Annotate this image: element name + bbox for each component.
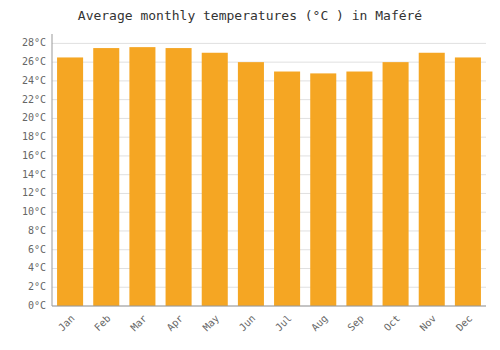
- x-tick-label: Mar: [128, 313, 149, 334]
- x-tick-label: Apr: [165, 313, 186, 334]
- y-tick-label: 26°C: [22, 56, 46, 67]
- y-tick-label: 12°C: [22, 187, 46, 198]
- bar: [57, 57, 83, 306]
- x-tick-label: Oct: [382, 313, 403, 334]
- chart: 0°C 2°C 4°C 6°C 8°C 10°C 12°C 14°C 16°C 18°C 20°C 2…: [0, 0, 500, 350]
- y-tick-label: 0°C: [28, 300, 46, 311]
- x-axis: Jan Feb Mar Apr May Jun Jul Aug Sep Oct Nov Dec: [52, 306, 486, 333]
- bars: [57, 47, 481, 306]
- y-axis: 0°C 2°C 4°C 6°C 8°C 10°C 12°C 14°C 16°C 18°C 20°C 2…: [22, 34, 52, 311]
- x-tick-label: Feb: [92, 313, 113, 334]
- y-tick-label: 6°C: [28, 244, 46, 255]
- title: Average monthly temperatures (°C ) in Ma…: [78, 8, 423, 23]
- x-tick-label: May: [201, 313, 222, 334]
- x-tick-label: Jan: [56, 313, 77, 334]
- y-tick-label: 20°C: [22, 112, 46, 123]
- bar: [310, 73, 336, 306]
- y-tick-label: 4°C: [28, 262, 46, 273]
- bar: [202, 53, 228, 306]
- y-tick-label: 10°C: [22, 206, 46, 217]
- x-tick-label: Aug: [309, 313, 330, 334]
- bar: [419, 53, 445, 306]
- bar: [383, 62, 409, 306]
- bar: [274, 72, 300, 306]
- bar: [238, 62, 264, 306]
- y-tick-label: 28°C: [22, 37, 46, 48]
- bar: [346, 72, 372, 306]
- x-tick-label: Jul: [273, 313, 294, 334]
- bar: [129, 47, 155, 306]
- y-tick-label: 14°C: [22, 169, 46, 180]
- x-tick-label: Dec: [454, 313, 475, 334]
- grid-line: [52, 306, 486, 307]
- y-tick-label: 18°C: [22, 131, 46, 142]
- bar: [455, 57, 481, 306]
- x-tick-label: Sep: [345, 313, 366, 334]
- x-tick-label: Jun: [237, 313, 258, 334]
- y-tick-label: 22°C: [22, 94, 46, 105]
- bar: [93, 48, 119, 306]
- y-tick-label: 8°C: [28, 225, 46, 236]
- bar: [166, 48, 192, 306]
- grid: [52, 43, 486, 306]
- y-tick-label: 24°C: [22, 75, 46, 86]
- grid-line: [52, 43, 486, 44]
- x-tick-label: Nov: [418, 313, 439, 334]
- y-tick-label: 2°C: [28, 281, 46, 292]
- y-tick-label: 16°C: [22, 150, 46, 161]
- y-axis-line: [52, 34, 53, 306]
- x-axis-line: [52, 306, 486, 307]
